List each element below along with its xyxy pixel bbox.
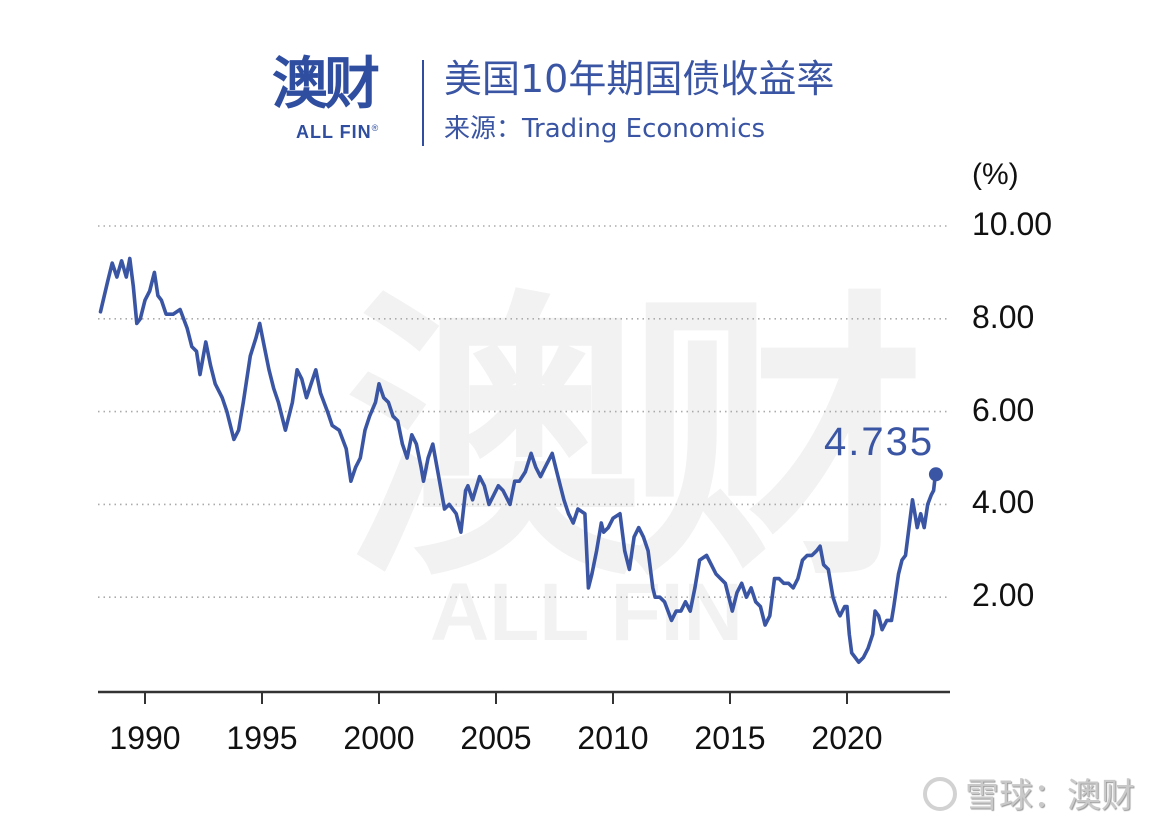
x-tick-label: 2020 bbox=[811, 720, 883, 756]
y-tick-label: 4.00 bbox=[972, 484, 1035, 521]
y-axis-unit: (%) bbox=[972, 158, 1019, 191]
x-tick-label: 2015 bbox=[694, 720, 766, 756]
y-tick-label: 6.00 bbox=[972, 391, 1035, 428]
chart-source: 来源：Trading Economics bbox=[444, 114, 766, 144]
gridlines bbox=[98, 225, 950, 599]
last-value-marker bbox=[928, 467, 943, 482]
watermark-text: 雪球：澳财 bbox=[965, 776, 1135, 816]
x-tick-marks bbox=[144, 692, 848, 704]
allfin-logo: 澳财 ALL FIN® bbox=[272, 52, 412, 152]
last-value-label: 4.735 bbox=[824, 420, 935, 464]
header-divider bbox=[422, 60, 424, 146]
xueqiu-watermark: 雪球：澳财 bbox=[923, 768, 1135, 817]
x-tick-label: 1995 bbox=[226, 720, 298, 756]
y-tick-label: 2.00 bbox=[972, 577, 1035, 614]
x-tick-label: 2005 bbox=[460, 720, 532, 756]
logo-cn: 澳财 bbox=[272, 52, 380, 117]
logo-en: ALL FIN® bbox=[296, 122, 379, 143]
registered-mark: ® bbox=[371, 123, 380, 133]
logo-en-text: ALL FIN bbox=[296, 122, 372, 142]
watermark-logo-cn: 澳财 bbox=[345, 267, 916, 616]
y-tick-label: 10.00 bbox=[972, 206, 1053, 242]
x-tick-label: 2000 bbox=[343, 720, 415, 756]
x-tick-label: 2010 bbox=[577, 720, 649, 756]
x-tick-label: 1990 bbox=[109, 720, 181, 756]
xueqiu-logo-icon bbox=[923, 776, 957, 811]
yield-line bbox=[98, 256, 938, 664]
chart-title: 美国10年期国债收益率 bbox=[444, 57, 835, 101]
y-tick-label: 8.00 bbox=[972, 298, 1035, 335]
